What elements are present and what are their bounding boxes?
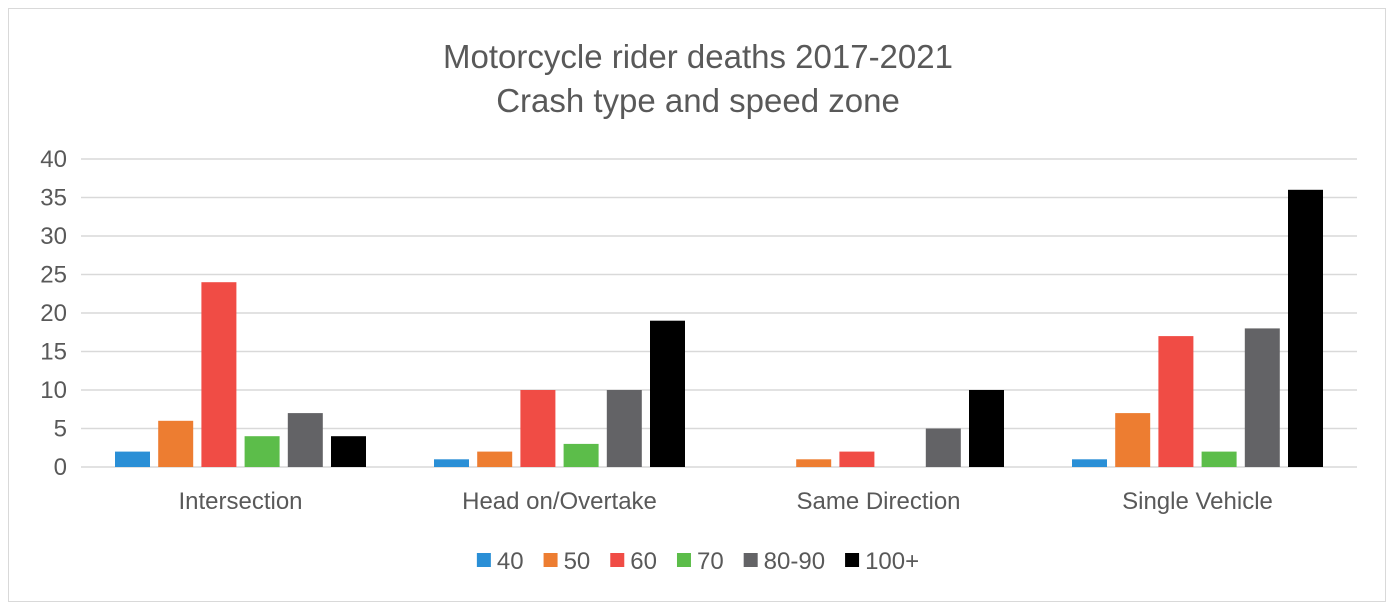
bar: [434, 459, 469, 467]
bar: [650, 320, 685, 467]
legend: 40 50 60 70 80-90 100+: [476, 548, 919, 575]
y-tick-label: 30: [40, 223, 67, 250]
bar-chart: Motorcycle rider deaths 2017-2021 Crash …: [40, 38, 1357, 575]
bar: [158, 420, 194, 467]
bar: [563, 443, 599, 467]
chart-title: Motorcycle rider deaths 2017-2021: [443, 38, 953, 75]
legend-label: 60: [630, 548, 657, 575]
bar: [1158, 336, 1194, 467]
bar: [969, 390, 1004, 467]
legend-swatch: [610, 553, 625, 567]
y-tick-label: 5: [54, 416, 67, 443]
y-tick-label: 35: [40, 185, 67, 212]
legend-label: 100+: [865, 548, 919, 575]
x-category-label: Head on/Overtake: [462, 488, 657, 515]
y-axis-ticks: 0 5 10 15 20 25 30 35 40: [40, 146, 67, 481]
legend-label: 80-90: [764, 548, 825, 575]
bar: [520, 390, 556, 467]
y-tick-label: 15: [40, 339, 67, 366]
y-tick-label: 10: [40, 377, 67, 404]
bar: [244, 436, 280, 467]
x-axis-categories: Intersection Head on/Overtake Same Directi…: [178, 488, 1272, 515]
bar: [331, 436, 366, 467]
bar: [1072, 459, 1107, 467]
y-tick-label: 40: [40, 146, 67, 173]
bar: [201, 282, 237, 467]
bar: [115, 451, 150, 467]
bar: [796, 459, 832, 467]
x-category-label: Single Vehicle: [1122, 488, 1273, 515]
bar: [1115, 413, 1151, 467]
chart-subtitle: Crash type and speed zone: [496, 82, 900, 119]
legend-swatch: [543, 553, 558, 567]
y-tick-label: 25: [40, 262, 67, 289]
bar: [925, 428, 961, 467]
bar: [287, 413, 323, 467]
bar: [1288, 189, 1323, 468]
bar: [1201, 451, 1237, 467]
bar: [1244, 328, 1280, 467]
bars: [115, 189, 1323, 468]
legend-label: 50: [564, 548, 591, 575]
bar: [606, 390, 642, 467]
x-category-label: Same Direction: [796, 488, 960, 515]
legend-swatch: [743, 553, 758, 567]
chart-frame: Motorcycle rider deaths 2017-2021 Crash …: [8, 8, 1386, 602]
y-tick-label: 20: [40, 300, 67, 327]
legend-swatch: [845, 553, 860, 567]
legend-label: 70: [697, 548, 724, 575]
legend-label: 40: [497, 548, 524, 575]
y-tick-label: 0: [54, 454, 67, 481]
legend-swatch: [476, 553, 491, 567]
bar: [477, 451, 513, 467]
x-category-label: Intersection: [178, 488, 302, 515]
bar: [839, 451, 875, 467]
legend-swatch: [676, 553, 691, 567]
